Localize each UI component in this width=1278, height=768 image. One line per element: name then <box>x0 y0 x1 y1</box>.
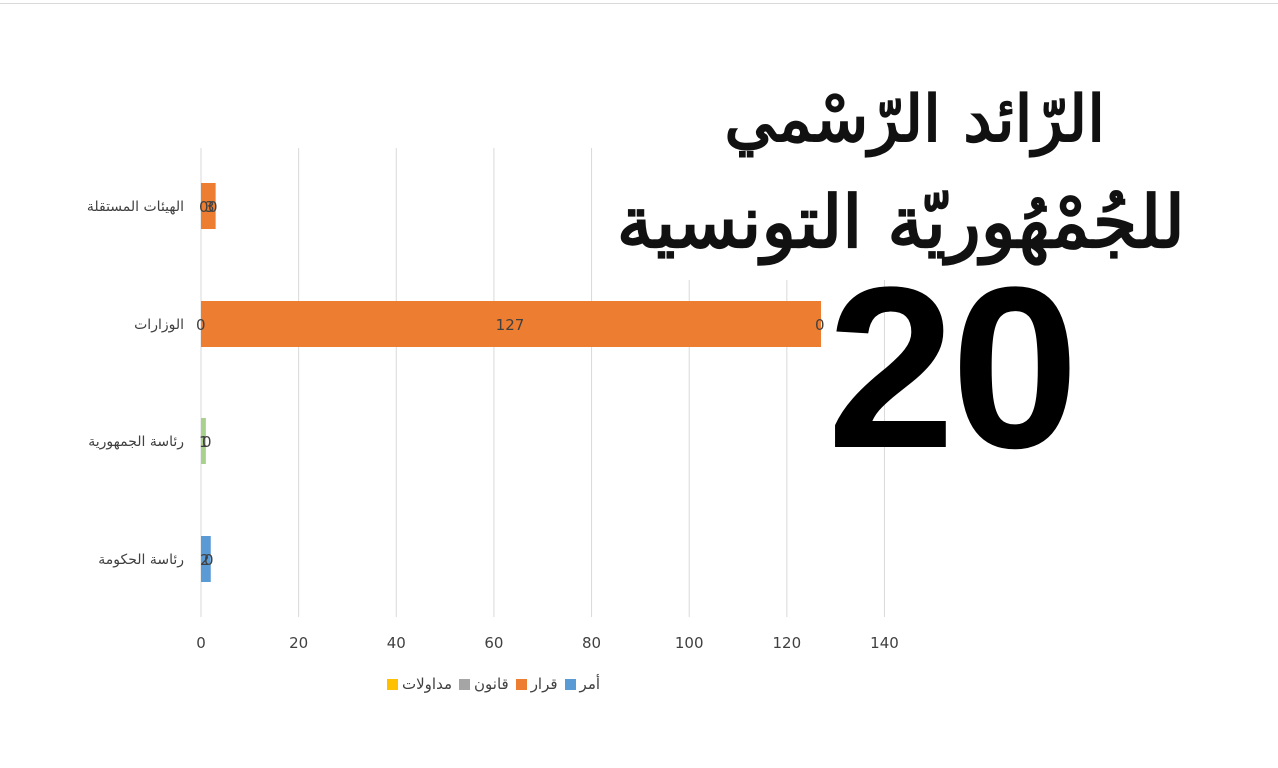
x-tick-label: 120 <box>773 634 802 652</box>
category-label: الهيئات المستقلة <box>87 199 184 215</box>
bar <box>201 183 216 229</box>
data-label: 0 <box>202 433 212 451</box>
legend-swatch-qanun <box>459 678 470 690</box>
legend-swatch-amr <box>564 678 576 690</box>
data-label: 127 <box>496 316 525 334</box>
category-label: الوزارات <box>134 317 184 333</box>
window-top-border <box>0 3 1278 4</box>
data-label: 1 <box>199 433 209 451</box>
legend-label-qarar: قرار <box>530 675 558 693</box>
x-tick-label: 0 <box>196 634 206 652</box>
data-label: 0 <box>208 198 218 216</box>
bar <box>201 536 211 582</box>
legend-label-mudawalat: مداولات <box>402 675 452 693</box>
data-label: 3 <box>205 198 215 216</box>
category-label: رئاسة الجمهورية <box>88 434 184 450</box>
legend-label-qanun: قانون <box>474 675 509 693</box>
legend-swatch-qarar <box>515 678 527 690</box>
logo-title-line1: الرّائد الرّسْمي <box>724 82 1105 157</box>
legend-swatch-mudawalat <box>387 678 398 690</box>
bar <box>201 301 822 347</box>
x-tick-label: 60 <box>484 634 503 652</box>
logo-title-line2: للجُمْهُوريّة التونسية <box>616 179 1185 264</box>
bar <box>201 418 206 464</box>
data-label: 0 <box>204 551 214 569</box>
chart-legend: أمر قرار قانون مداولات <box>387 674 607 694</box>
x-tick-label: 140 <box>870 634 899 652</box>
category-label: رئاسة الحكومة <box>98 552 184 568</box>
x-tick-label: 100 <box>675 634 704 652</box>
data-label: 0 <box>199 198 209 216</box>
data-label: 0 <box>815 316 825 334</box>
legend-label-amr: أمر <box>579 675 601 693</box>
x-tick-label: 20 <box>289 634 308 652</box>
x-tick-label: 40 <box>387 634 406 652</box>
legend-item-amr: أمر <box>564 674 607 694</box>
legend-item-qarar: قرار <box>515 674 565 694</box>
overlay-number: 20 <box>827 239 1079 496</box>
x-tick-label: 80 <box>582 634 601 652</box>
legend-item-qanun: قانون <box>459 674 516 694</box>
legend-item-mudawalat: مداولات <box>387 674 459 694</box>
official-gazette-logo: الرّائد الرّسْمي للجُمْهُوريّة التونسية <box>617 80 1185 280</box>
data-label: 0 <box>196 316 206 334</box>
data-label: 2 <box>200 551 210 569</box>
